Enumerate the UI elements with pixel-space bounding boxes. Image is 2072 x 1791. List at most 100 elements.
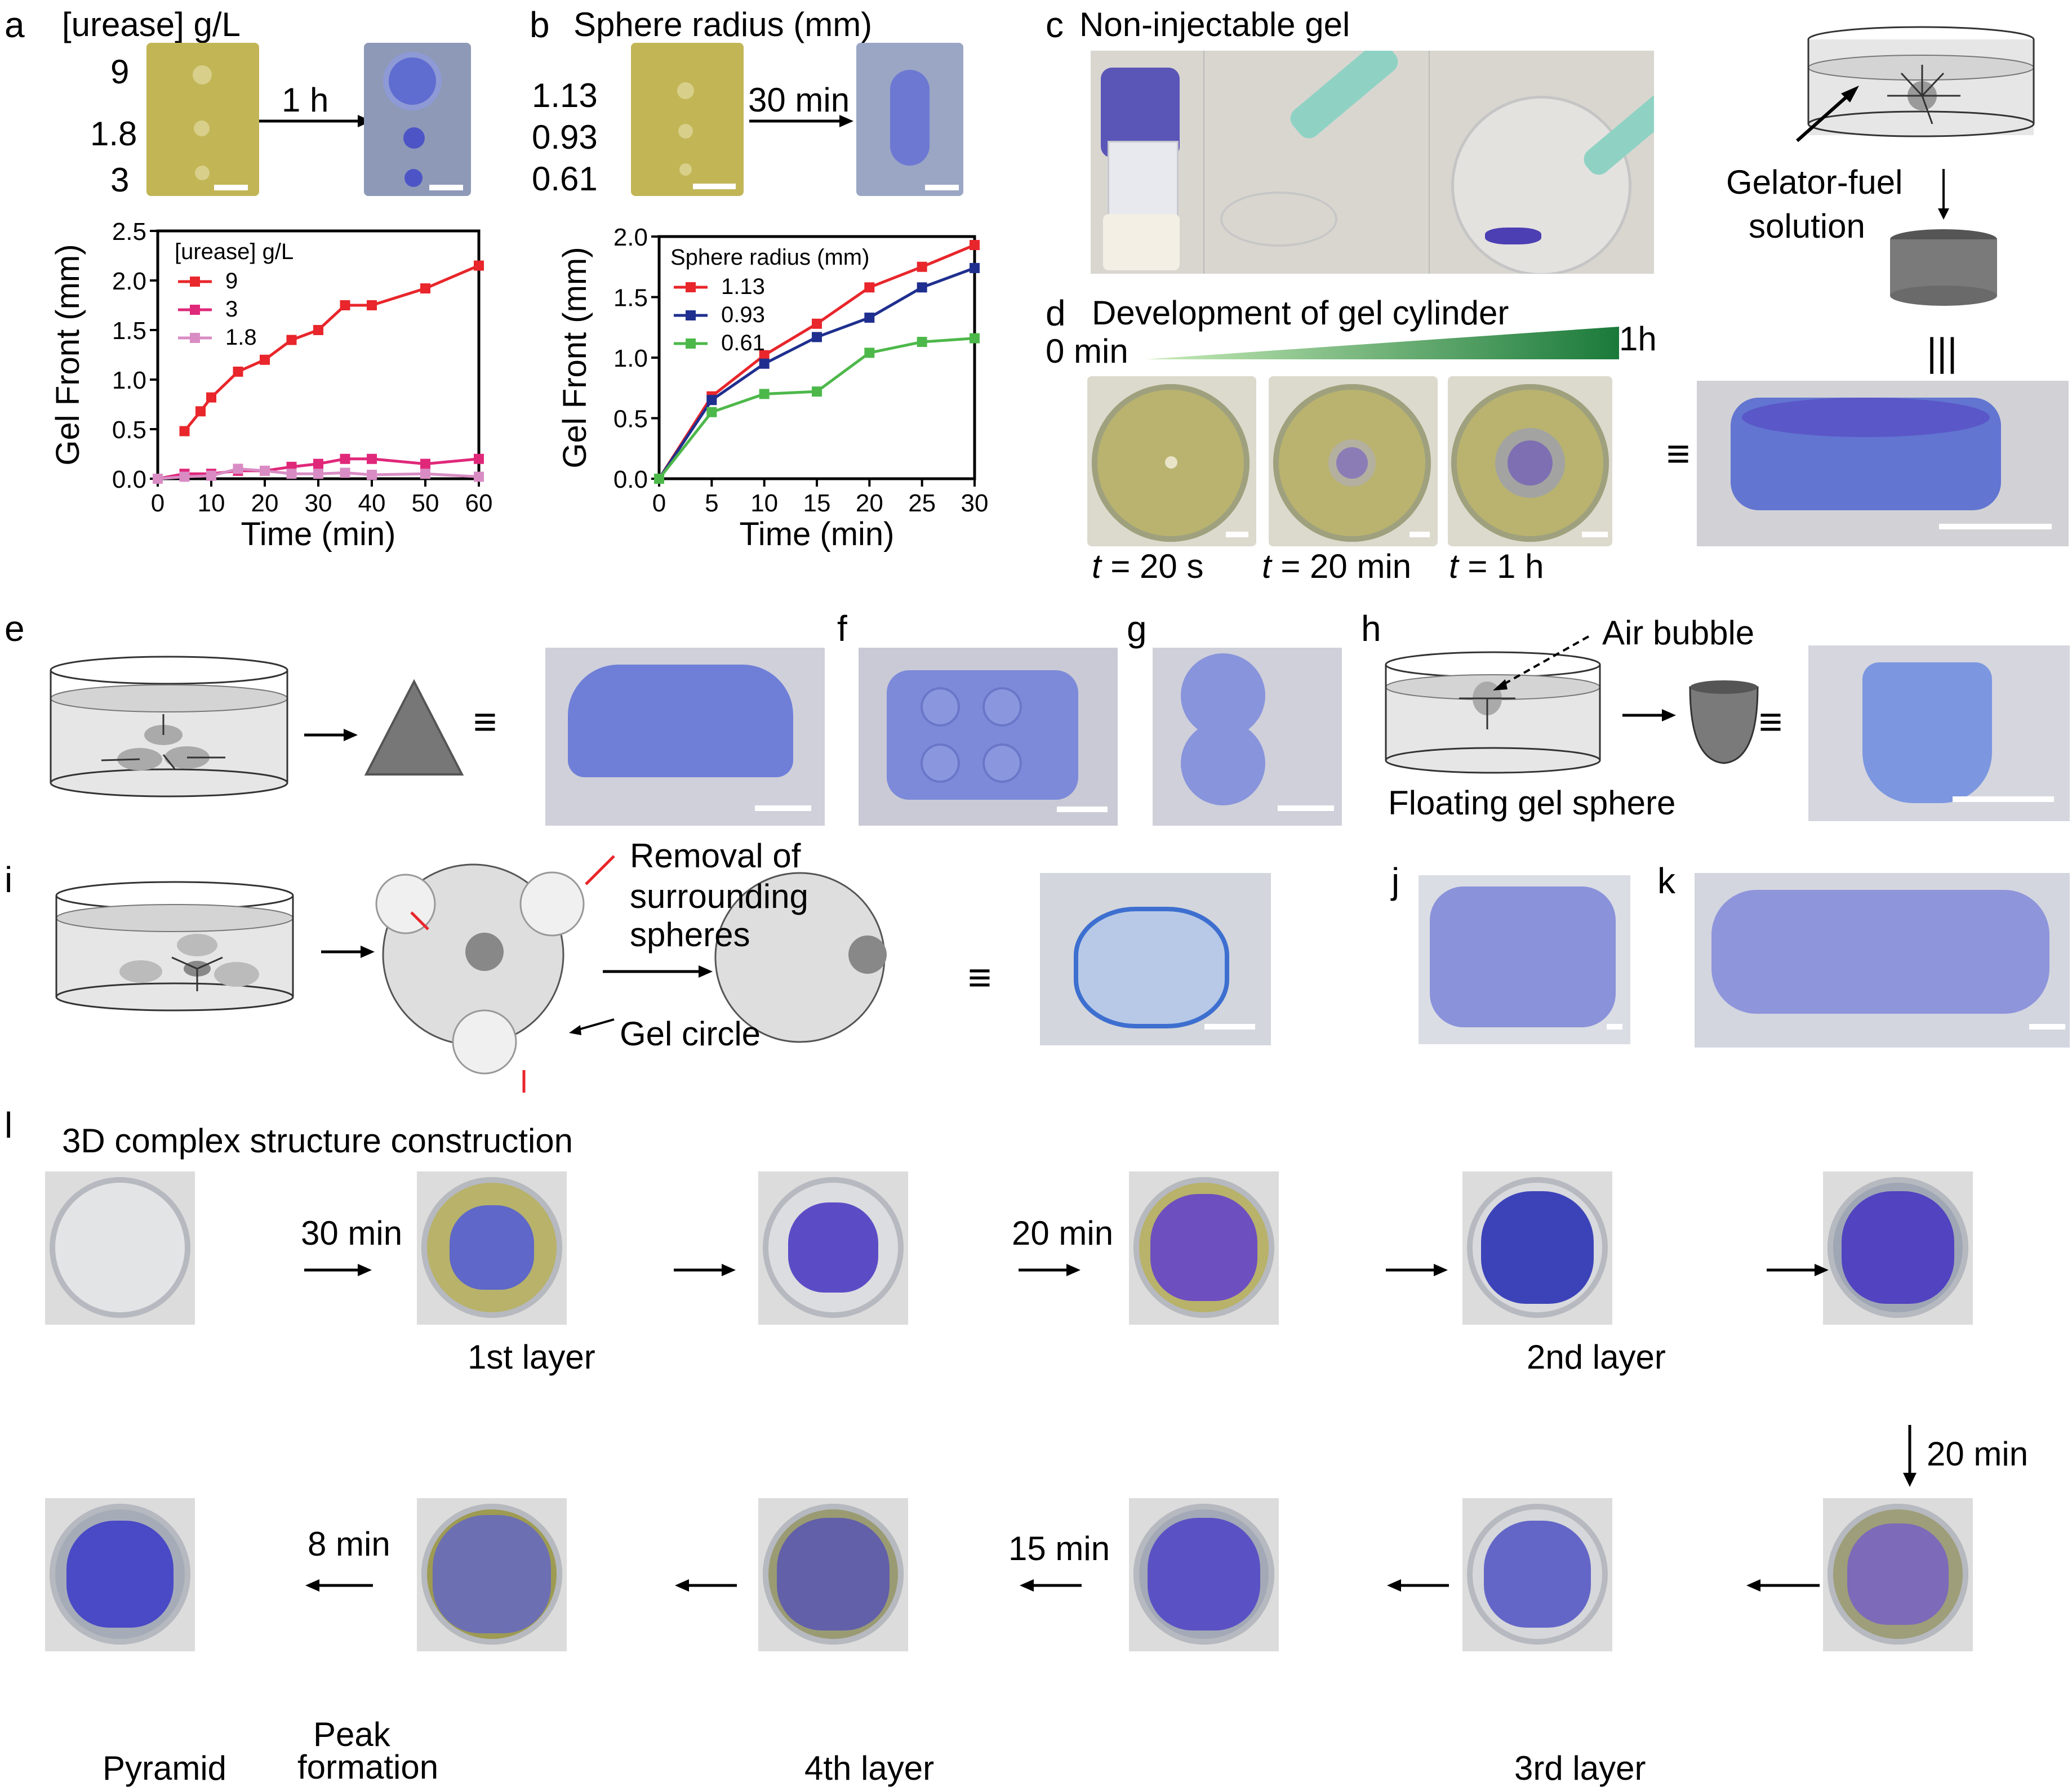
air-bubble-label: Air bubble	[1602, 614, 1755, 652]
arrow-right-icon	[674, 1264, 736, 1276]
arrow-left-icon	[1020, 1579, 1082, 1592]
legend-entry: 9	[225, 269, 238, 293]
data-point	[474, 260, 484, 271]
data-point	[864, 282, 875, 293]
gel-circle-photo	[1040, 873, 1271, 1045]
removal-label: Removal of	[630, 837, 801, 875]
construction-step-photo	[758, 1498, 908, 1651]
data-point	[759, 358, 770, 369]
scale-bar	[1953, 796, 2054, 802]
down-arrow-time: 20 min	[1927, 1435, 2029, 1473]
triangle-gel-photo	[545, 648, 825, 826]
time-caption-20min: t = 20 min	[1262, 547, 1412, 585]
x-tick-label: 15	[803, 489, 831, 517]
y-tick-label: 1.0	[112, 367, 146, 394]
data-point	[474, 471, 484, 482]
equivalence-symbol: ≡	[1666, 431, 1691, 476]
scale-bar	[1057, 807, 1108, 812]
data-point	[206, 470, 216, 481]
arrow-time-label: 1 h	[282, 81, 329, 119]
data-point	[260, 354, 270, 365]
data-point	[864, 313, 875, 323]
legend-marker	[686, 338, 696, 349]
x-tick-label: 50	[412, 489, 439, 517]
scale-bar	[925, 185, 959, 190]
step-label: 8 min	[308, 1525, 390, 1563]
legend-title: Sphere radius (mm)	[670, 245, 869, 270]
y-tick-label: 2.0	[112, 268, 146, 295]
panel-letter-d: d	[1046, 293, 1066, 333]
step-label: 20 min	[1012, 1214, 1114, 1252]
data-point	[340, 467, 350, 478]
arrow-right-icon	[259, 115, 372, 127]
x-tick-label: 10	[198, 489, 225, 517]
time-caption-20s: t = 20 s	[1092, 547, 1204, 585]
data-point	[917, 337, 927, 347]
arrow-down-icon	[1903, 1425, 1917, 1487]
time-gradient-wedge	[1146, 327, 1619, 359]
data-point	[759, 389, 770, 399]
data-point	[260, 465, 270, 476]
triangle-schematic	[50, 656, 464, 798]
dish-photo-20min	[1269, 376, 1438, 546]
urease-row-label: 3	[110, 161, 130, 199]
x-tick-label: 30	[305, 489, 332, 517]
x-tick-label: 40	[358, 489, 386, 517]
data-point	[474, 453, 484, 464]
step-label: 1st layer	[468, 1338, 595, 1376]
gelator-schematic	[1796, 26, 2035, 306]
legend-entry: 3	[225, 297, 238, 322]
panel-letter-f: f	[837, 608, 847, 649]
legend-marker	[686, 282, 696, 292]
legend-entry: 1.13	[721, 274, 765, 299]
step-label: 30 min	[301, 1214, 403, 1252]
plot-frame	[156, 229, 481, 480]
scale-bar	[1204, 1024, 1255, 1030]
time-start-label: 0 min	[1046, 332, 1128, 370]
data-point	[233, 366, 243, 377]
data-point	[367, 469, 377, 480]
gelator-fuel-label: Gelator-fuel	[1726, 163, 1903, 201]
radius-row-label: 0.93	[532, 118, 598, 156]
data-point	[179, 426, 190, 436]
data-point	[812, 332, 822, 342]
chart-b: 0 5 10 15 20 25 30 0.0 0.5 1.0 1.5 2.0 Time (min) Gel…	[558, 224, 989, 553]
data-point	[759, 350, 770, 360]
sphere-radius-header: Sphere radius (mm)	[573, 6, 873, 43]
data-point	[179, 471, 190, 482]
radius-row-label: 0.61	[532, 160, 598, 198]
scale-bar	[1226, 532, 1248, 537]
legend-entry: 1.8	[225, 325, 257, 350]
time-caption-1h: t = 1 h	[1449, 547, 1544, 585]
scale-bar	[1939, 524, 2052, 529]
scale-bar	[2029, 1024, 2065, 1030]
x-axis-label: Time (min)	[241, 516, 396, 553]
data-point	[286, 469, 297, 479]
data-point	[706, 407, 717, 417]
floating-gel-sphere-label: Floating gel sphere	[1388, 784, 1676, 822]
step-label: 4th layer	[804, 1749, 935, 1787]
radius-row-label: 1.13	[532, 77, 598, 114]
dish-photo-20s	[1087, 376, 1256, 546]
gel-j-photo	[1419, 875, 1630, 1044]
y-tick-label: 0.0	[112, 466, 146, 493]
x-tick-label: 0	[652, 489, 666, 517]
legend-marker	[190, 333, 200, 343]
dish-photo-1h	[1448, 376, 1612, 546]
panel-letter-a: a	[5, 5, 25, 45]
construction-step-photo	[1823, 1498, 1973, 1651]
scale-bar	[1278, 805, 1334, 811]
peak-formation-label: formation	[297, 1748, 439, 1786]
data-point	[340, 453, 350, 464]
data-point	[812, 318, 822, 329]
x-tick-label: 5	[705, 489, 718, 517]
removal-label: spheres	[630, 916, 750, 954]
data-point	[654, 474, 664, 484]
panel-letter-i: i	[5, 859, 13, 900]
floating-sphere-schematic	[1385, 635, 1759, 774]
data-point	[233, 464, 243, 474]
data-point	[206, 392, 216, 403]
y-axis-label: Gel Front (mm)	[50, 244, 86, 465]
x-tick-label: 30	[961, 489, 989, 517]
data-point	[313, 458, 323, 469]
